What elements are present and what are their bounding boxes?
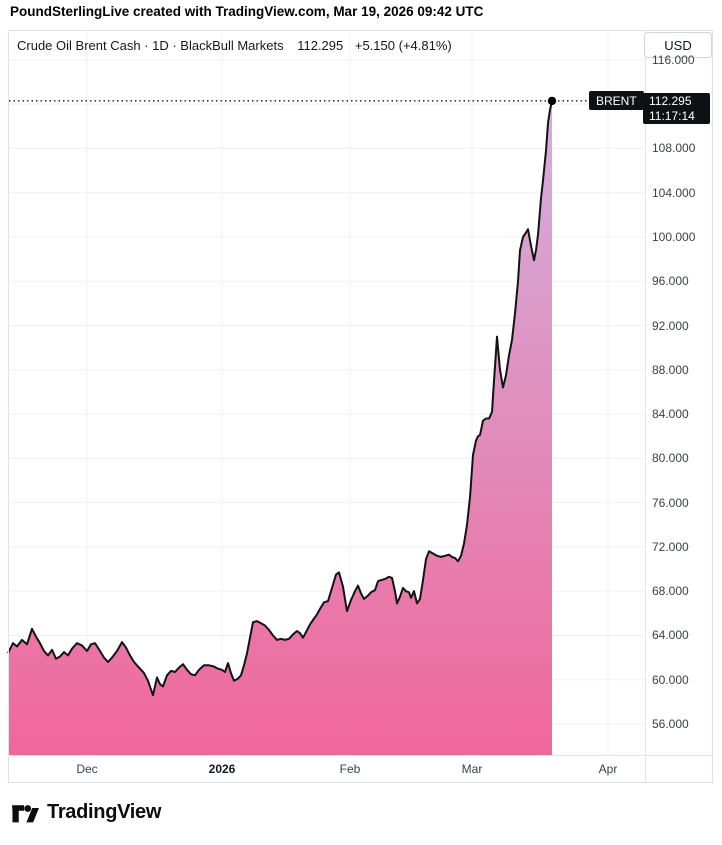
tradingview-branding[interactable]: TradingView xyxy=(12,801,161,824)
ticker-flag-label: BRENT xyxy=(596,93,637,108)
time-axis-tick: 2026 xyxy=(208,762,236,776)
chart-frame xyxy=(8,30,713,783)
price-axis-tick: 56.000 xyxy=(652,717,689,731)
time-axis-tick: Dec xyxy=(76,762,98,776)
price-axis-tick: 68.000 xyxy=(652,584,689,599)
tradingview-logo-icon xyxy=(12,805,39,823)
price-axis-tick: 108.000 xyxy=(652,141,696,156)
price-axis-tick: 96.000 xyxy=(652,274,689,289)
price-axis-tick: 88.000 xyxy=(652,362,689,377)
currency-button-label: USD xyxy=(664,37,692,53)
price-axis-tick: 84.000 xyxy=(652,407,689,422)
price-axis-separator xyxy=(645,30,646,783)
price-axis-tick: 60.000 xyxy=(652,672,689,687)
price-axis-tick: 92.000 xyxy=(652,318,689,333)
time-axis-tick: Mar xyxy=(461,762,483,776)
legend-change: +5.150 (+4.81%) xyxy=(354,38,452,53)
price-axis-tick: 104.000 xyxy=(652,185,696,200)
bar-countdown: 11:17:14 xyxy=(649,108,695,123)
last-price-dot xyxy=(547,96,557,106)
price-axis-tick: 64.000 xyxy=(652,628,689,643)
last-price-flag: 112.295 11:17:14 xyxy=(643,92,710,124)
attribution-text: PoundSterlingLive created with TradingVi… xyxy=(10,4,484,19)
symbol-title: Crude Oil Brent Cash · 1D · BlackBull Ma… xyxy=(17,38,284,53)
ticker-flag: BRENT xyxy=(589,91,644,111)
legend-last-price: 112.295 xyxy=(297,38,344,53)
tradingview-wordmark: TradingView xyxy=(47,801,162,823)
time-axis-tick: Feb xyxy=(339,762,361,776)
price-axis-tick: 80.000 xyxy=(652,451,689,466)
price-line xyxy=(7,100,553,697)
price-axis-tick: 76.000 xyxy=(652,495,689,510)
area-fill xyxy=(8,100,552,755)
price-axis-tick: 72.000 xyxy=(652,539,689,554)
currency-button[interactable]: USD xyxy=(644,32,712,58)
time-axis-tick: Apr xyxy=(598,762,618,776)
time-axis-separator xyxy=(8,755,713,756)
last-price-value: 112.295 xyxy=(649,93,692,108)
price-axis-tick: 100.000 xyxy=(652,229,696,244)
price-axis-tick: 116.000 xyxy=(652,52,695,67)
symbol-legend[interactable]: Crude Oil Brent Cash · 1D · BlackBull Ma… xyxy=(17,38,452,53)
